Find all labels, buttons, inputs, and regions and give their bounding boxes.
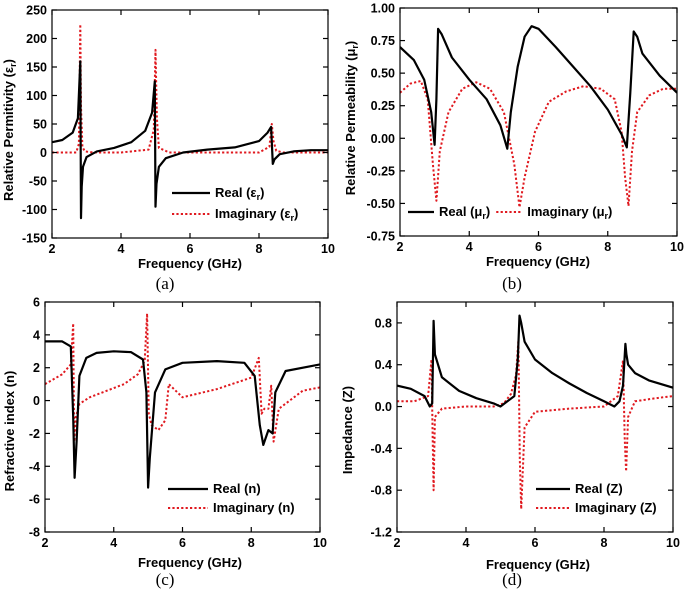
x-tick-label: 8: [256, 242, 263, 256]
x-tick-label: 4: [463, 536, 470, 550]
y-tick-label: -0.50: [367, 197, 396, 211]
chart-a: 2 4 6 8 10 -150 -100 -50 0 50 100 150 200 250 Real (εr…: [22, 4, 335, 257]
y-tick-label: 0: [33, 394, 40, 408]
panel-c: Refractive index (n) Frequency (GHz) (c): [2, 371, 242, 589]
chart-c: 2 4 6 8 10 -8 -6 -4 -2 0 2 4 6 Real (n) Imaginary (n): [29, 296, 327, 551]
panel-a-xlabel: Frequency (GHz): [138, 256, 242, 271]
series-line-imaginary-b: [400, 80, 677, 209]
series-line-imaginary-c: [45, 312, 320, 443]
y-tick-label: -50: [29, 175, 47, 189]
panel-c-xlabel: Frequency (GHz): [138, 555, 242, 570]
panel-b: Relative Permeability (μr) Frequency (GH…: [343, 41, 590, 293]
panel-b-ylabel: Relative Permeability (μr): [343, 41, 360, 196]
x-tick-label: 6: [187, 242, 194, 256]
series-line-imaginary-a: [52, 23, 328, 154]
panel-c-ylabel: Refractive index (n): [2, 371, 17, 492]
y-tick-label: -150: [22, 232, 47, 246]
plot-frame-c: [44, 301, 321, 533]
legend-label-imaginary: Imaginary (μr): [527, 204, 612, 221]
series-line-real-c: [45, 340, 320, 489]
x-tick-label: 2: [42, 536, 49, 550]
y-tick-label: -1.2: [370, 526, 392, 540]
legend-label-imaginary: Imaginary (Z): [575, 500, 657, 515]
x-tick-label: 6: [179, 536, 186, 550]
y-tick-label: -0.75: [367, 230, 396, 244]
y-tick-label: 0: [40, 146, 47, 160]
panel-d-xlabel: Frequency (GHz): [486, 557, 590, 572]
y-tick-label: 0.00: [371, 132, 395, 146]
plot-frame-a: [51, 9, 329, 239]
panel-d-caption: (d): [502, 570, 522, 589]
y-tick-label: 0.50: [371, 67, 395, 81]
series-line-real-b: [400, 25, 677, 150]
y-tick-label: 4: [33, 328, 40, 342]
y-tick-label: 50: [33, 118, 47, 132]
y-tick-label: -0.4: [370, 442, 392, 456]
legend-label-imaginary: Imaginary (εr): [215, 206, 298, 223]
y-tick-label: 6: [33, 296, 40, 310]
y-tick-label: 0.8: [375, 316, 392, 330]
chart-d: 2 4 6 8 10 -1.2 -0.8 -0.4 0.0 0.4 0.8 Real (Z) Imagi…: [370, 301, 680, 550]
legend-label-imaginary: Imaginary (n): [213, 500, 295, 515]
y-tick-label: -0.8: [370, 484, 392, 498]
y-tick-label: -6: [29, 493, 40, 507]
y-tick-label: 150: [26, 61, 47, 75]
x-tick-label: 2: [49, 242, 56, 256]
x-tick-label: 10: [313, 536, 327, 550]
y-tick-label: -8: [29, 526, 40, 540]
y-tick-label: -4: [29, 460, 40, 474]
x-tick-label: 10: [321, 242, 335, 256]
x-tick-label: 8: [248, 536, 255, 550]
y-tick-label: 0.25: [371, 99, 395, 113]
y-tick-label: -2: [29, 427, 40, 441]
y-tick-label: -100: [22, 203, 47, 217]
panel-b-caption: (b): [502, 274, 522, 293]
y-tick-label: 200: [26, 32, 47, 46]
panel-c-caption: (c): [156, 570, 175, 589]
y-tick-label: 0.4: [375, 358, 392, 372]
x-tick-label: 8: [604, 240, 611, 254]
y-tick-label: 250: [26, 4, 47, 18]
plot-frame-d: [396, 301, 674, 533]
y-tick-label: 0.75: [371, 34, 395, 48]
y-tick-label: 1.00: [371, 2, 395, 16]
x-tick-label: 10: [666, 536, 680, 550]
x-tick-label: 10: [670, 240, 684, 254]
x-tick-label: 2: [394, 536, 401, 550]
y-tick-label: 100: [26, 89, 47, 103]
x-tick-label: 4: [118, 242, 125, 256]
legend-label-real: Real (n): [213, 481, 261, 496]
panel-d-ylabel: Impedance (Z): [340, 386, 355, 474]
x-tick-label: 4: [466, 240, 473, 254]
x-tick-label: 4: [110, 536, 117, 550]
x-tick-label: 6: [535, 240, 542, 254]
legend-label-real: Real (μr): [439, 204, 490, 221]
series-line-imaginary-d: [397, 339, 673, 510]
y-tick-label: 0.0: [375, 400, 392, 414]
y-tick-label: 2: [33, 361, 40, 375]
panel-a: Relative Permitivity (εr) Frequency (GHz…: [1, 59, 242, 293]
x-tick-label: 2: [397, 240, 404, 254]
series-line-real-a: [52, 60, 328, 220]
series-line-real-d: [397, 314, 673, 408]
legend-label-real: Real (Z): [575, 481, 623, 496]
y-tick-label: -0.25: [367, 164, 396, 178]
x-tick-label: 6: [532, 536, 539, 550]
chart-b: 2 4 6 8 10 -0.75 -0.50 -0.25 0.00 0.25 0.50 0.75 1.0…: [367, 2, 684, 255]
panel-d: Impedance (Z) Frequency (GHz) (d): [340, 386, 590, 589]
panel-a-ylabel: Relative Permitivity (εr): [1, 59, 18, 201]
panel-a-caption: (a): [156, 274, 175, 293]
panel-b-xlabel: Frequency (GHz): [486, 254, 590, 269]
legend-label-real: Real (εr): [215, 185, 264, 202]
x-tick-label: 8: [601, 536, 608, 550]
